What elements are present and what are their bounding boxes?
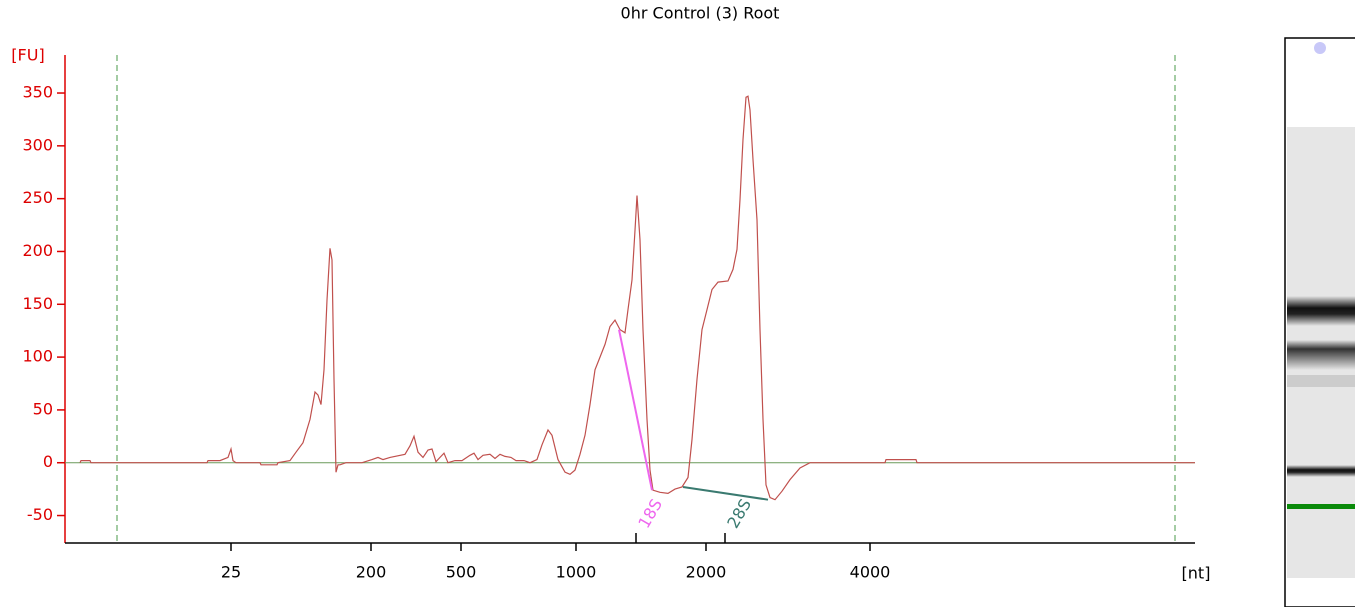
- peak-label: 18S: [634, 496, 666, 532]
- peak-label: 28S: [723, 496, 755, 532]
- y-tick-label: 50: [33, 399, 53, 418]
- trace-line: [79, 95, 1195, 501]
- gel-band: [1287, 465, 1355, 477]
- y-tick-label: -50: [27, 505, 53, 524]
- y-tick-label: 250: [22, 188, 53, 207]
- y-axis-label: [FU]: [11, 46, 44, 65]
- gel-marker-band: [1287, 504, 1355, 509]
- x-tick-label: 2000: [686, 563, 727, 582]
- y-tick-label: 100: [22, 347, 53, 366]
- gel-band: [1287, 375, 1355, 387]
- gel-marker-dot: [1314, 42, 1326, 54]
- x-tick-label: 4000: [850, 563, 891, 582]
- gel-band: [1287, 296, 1355, 326]
- chart-title: 0hr Control (3) Root: [621, 4, 780, 23]
- gel-lane: [1284, 37, 1355, 607]
- y-tick-label: 0: [43, 452, 53, 471]
- y-tick-label: 350: [22, 83, 53, 102]
- x-tick-label: 25: [221, 563, 241, 582]
- peak-segment: [682, 486, 769, 501]
- y-tick-label: 200: [22, 241, 53, 260]
- gel-band: [1287, 340, 1355, 370]
- x-tick-label: 500: [446, 563, 477, 582]
- x-tick-label: 1000: [556, 563, 597, 582]
- y-tick-label: 150: [22, 294, 53, 313]
- x-tick-label: 200: [356, 563, 387, 582]
- y-tick-label: 300: [22, 135, 53, 154]
- x-axis-label: [nt]: [1182, 564, 1211, 583]
- peak-segment: [618, 329, 653, 491]
